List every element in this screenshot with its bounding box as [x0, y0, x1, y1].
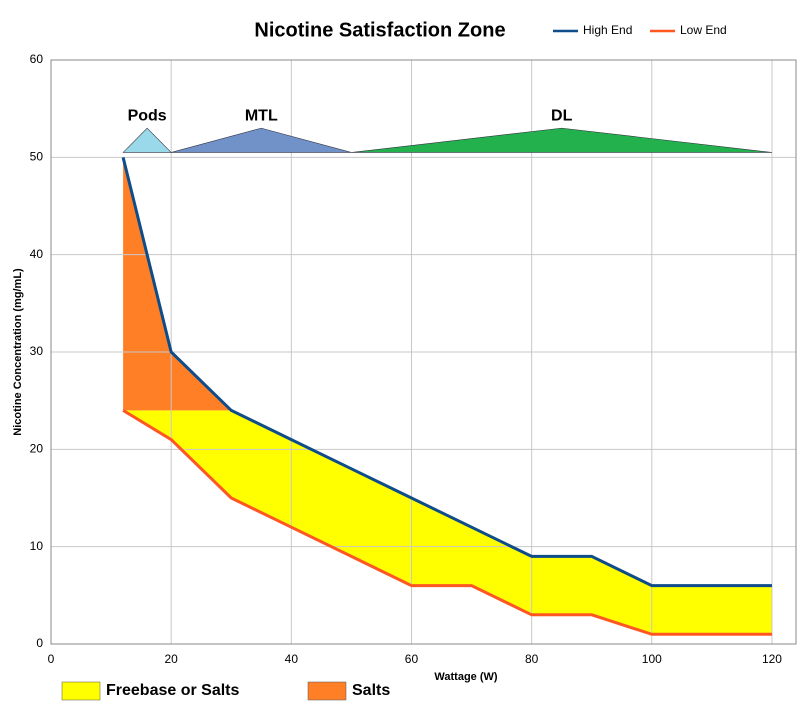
legend-swatch: [307, 681, 347, 701]
zone-label: MTL: [245, 107, 278, 124]
y-tick-label: 20: [30, 442, 44, 456]
zone-triangle: [351, 127, 773, 153]
y-tick-label: 0: [36, 636, 43, 650]
legend-label: Low End: [680, 23, 727, 37]
y-axis-label: Nicotine Concentration (mg/mL): [12, 268, 24, 436]
x-tick-label: 80: [525, 652, 539, 666]
x-tick-label: 0: [48, 652, 55, 666]
y-tick-label: 10: [30, 539, 44, 553]
legend-swatch: [61, 681, 101, 701]
x-tick-label: 20: [164, 652, 178, 666]
zone-label: DL: [551, 107, 573, 124]
x-axis-label: Wattage (W): [434, 671, 497, 683]
line-series: [122, 409, 772, 636]
legend-label: Freebase or Salts: [106, 682, 240, 699]
x-tick-label: 120: [762, 652, 782, 666]
area: [123, 410, 772, 635]
zone-triangle: [171, 127, 352, 153]
y-tick-label: 30: [30, 344, 44, 358]
y-tick-label: 60: [30, 52, 44, 66]
area: [123, 157, 232, 411]
line-series: [121, 156, 772, 588]
zone-label: Pods: [128, 107, 167, 124]
x-tick-label: 100: [642, 652, 662, 666]
x-tick-label: 60: [405, 652, 419, 666]
plot-border: [50, 59, 797, 645]
y-tick-label: 40: [30, 247, 44, 261]
zone-triangle: [122, 127, 172, 153]
y-tick-label: 50: [30, 150, 44, 164]
legend-label: Salts: [352, 682, 390, 699]
chart-title: Nicotine Satisfaction Zone: [254, 19, 505, 41]
x-tick-label: 40: [285, 652, 299, 666]
legend-label: High End: [583, 23, 632, 37]
